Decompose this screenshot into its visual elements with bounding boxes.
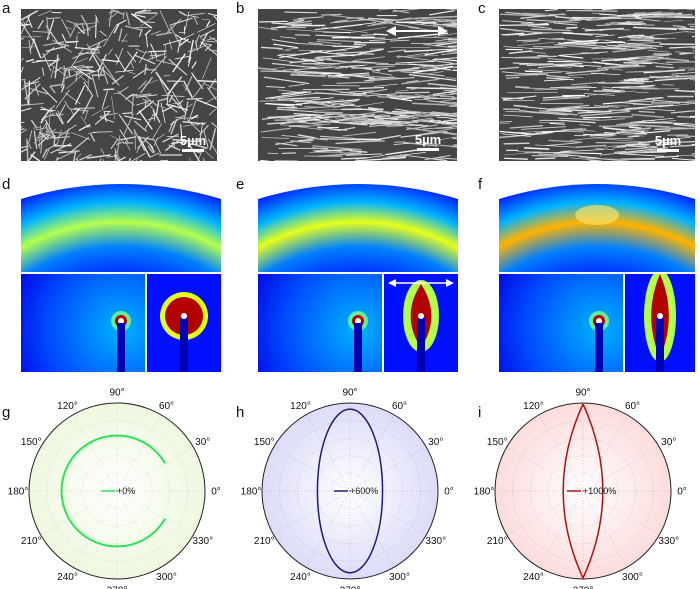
angle-label: 330° xyxy=(192,536,213,547)
scale-bar-b: 5µm xyxy=(406,132,450,151)
polar-plot-g: 0° 30° 60° 90° 120° 150° 180° 210° 240° 270° 300° 3… xyxy=(0,388,233,589)
panel-letter-i: i xyxy=(478,404,482,421)
angle-label: 0° xyxy=(677,487,687,498)
scale-bar-a: 5µm xyxy=(171,133,215,152)
angle-label: 330° xyxy=(425,536,446,547)
panel-letter-e: e xyxy=(236,176,245,193)
angle-label: 0° xyxy=(211,487,221,498)
saxs-pattern-f xyxy=(499,177,695,272)
legend-label: +600% xyxy=(350,486,378,496)
angle-label: 180° xyxy=(8,487,29,498)
panel-letter-d: d xyxy=(2,176,11,193)
angle-label: 150° xyxy=(487,437,508,448)
angle-label: 90° xyxy=(109,388,124,399)
angle-label: 300° xyxy=(622,572,643,583)
angle-label: 120° xyxy=(57,401,78,412)
scale-bar-c: 5µm xyxy=(646,133,690,152)
angle-label: 240° xyxy=(523,572,544,583)
angle-label: 240° xyxy=(290,572,311,583)
angle-label: 150° xyxy=(254,437,275,448)
angle-label: 60° xyxy=(159,401,174,412)
panel-letter-a: a xyxy=(2,0,11,17)
angle-label: 120° xyxy=(523,401,544,412)
scattering-arc xyxy=(21,184,221,272)
panel-letter-h: h xyxy=(236,404,245,421)
angle-label: 0° xyxy=(444,487,454,498)
beamstop xyxy=(595,323,603,372)
angle-label: 120° xyxy=(290,401,311,412)
beamstop xyxy=(354,323,362,372)
angle-label: 210° xyxy=(487,536,508,547)
angle-label: 210° xyxy=(21,536,42,547)
angle-label: 210° xyxy=(254,536,275,547)
angle-label: 60° xyxy=(392,401,407,412)
direction-arrow xyxy=(386,26,448,36)
scale-bar-label: 5µm xyxy=(654,133,682,148)
series-line xyxy=(60,434,166,548)
sem-image-b: 5µm xyxy=(258,9,457,161)
angle-label: 30° xyxy=(661,437,676,448)
panel-letter-b: b xyxy=(236,0,245,17)
angle-label: 90° xyxy=(575,388,590,399)
fiber-texture xyxy=(21,9,217,161)
sem-image-c: 5µm xyxy=(499,9,695,161)
legend-label: +1000% xyxy=(583,486,616,496)
saxs-pattern-e xyxy=(258,177,458,272)
angle-label: 60° xyxy=(625,401,640,412)
fiber-texture xyxy=(499,9,695,161)
panel-letter-g: g xyxy=(2,404,11,421)
scale-bar-label: 5µm xyxy=(179,133,207,148)
series-line xyxy=(316,408,384,574)
direction-arrow xyxy=(388,279,454,287)
angle-label: 240° xyxy=(57,572,78,583)
panel-letter-c: c xyxy=(478,0,486,17)
angle-label: 300° xyxy=(156,572,177,583)
angle-label: 270° xyxy=(340,586,361,589)
sem-image-a: 5µm xyxy=(21,9,217,161)
angle-label: 180° xyxy=(241,487,262,498)
angle-label: 150° xyxy=(21,437,42,448)
angle-label: 270° xyxy=(107,586,128,589)
polar-plot-h: 0° 30° 60° 90° 120° 150° 180° 210° 240° 270° 300° 3… xyxy=(233,388,466,589)
legend-label: +0% xyxy=(117,486,135,496)
polar-plot-i: 0° 30° 60° 90° 120° 150° 180° 210° 240° 270° 300° 3… xyxy=(466,388,700,589)
saxs-pattern-d xyxy=(21,177,221,272)
angle-label: 180° xyxy=(474,487,495,498)
angle-label: 270° xyxy=(573,586,594,589)
panel-letter-f: f xyxy=(478,176,483,193)
angle-label: 90° xyxy=(342,388,357,399)
saxs-detector-f xyxy=(499,274,695,372)
beamstop xyxy=(117,323,125,372)
saxs-detector-d xyxy=(21,274,221,372)
series-line xyxy=(562,403,604,580)
angle-label: 30° xyxy=(428,437,443,448)
scale-bar-label: 5µm xyxy=(414,132,442,147)
saxs-detector-e xyxy=(258,274,458,372)
angle-label: 300° xyxy=(389,572,410,583)
scattering-arc xyxy=(258,184,458,272)
fiber-texture xyxy=(258,9,457,161)
scattering-arc xyxy=(499,184,695,272)
angle-label: 330° xyxy=(658,536,679,547)
angle-label: 30° xyxy=(195,437,210,448)
